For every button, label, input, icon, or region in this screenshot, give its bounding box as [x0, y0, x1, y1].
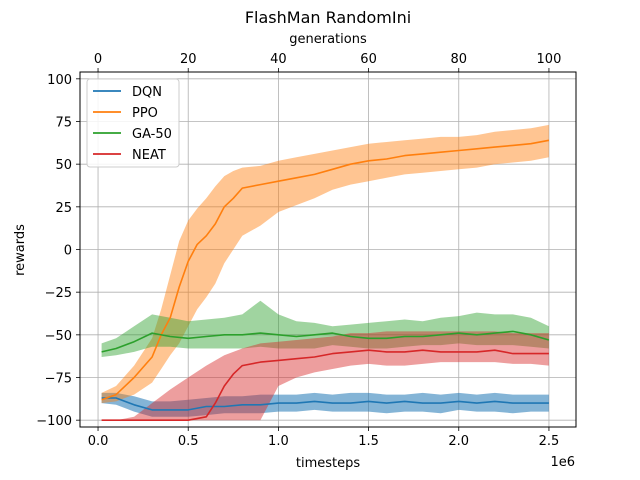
legend-label-dqn: DQN [132, 85, 162, 100]
x-axis-multiplier: 1e6 [550, 455, 575, 470]
legend-label-ppo: PPO [132, 106, 158, 121]
band-ppo [101, 124, 549, 404]
line-ppo [101, 139, 550, 401]
y-tick-label: −25 [45, 286, 72, 301]
top-x-tick-label: 60 [360, 52, 377, 67]
band-neat [101, 331, 549, 421]
line-neat [101, 349, 549, 422]
top-x-axis-ticks: 0 20 40 60 80 100 [94, 52, 561, 72]
y-tick-label: 75 [55, 115, 72, 130]
legend: DQN PPO GA-50 NEAT [86, 78, 180, 168]
y-axis-label: rewards [13, 224, 28, 276]
confidence-bands [101, 124, 549, 421]
band-ga-50 [101, 300, 549, 357]
legend-label-ga-50: GA-50 [132, 127, 172, 142]
chart-title: FlashMan RandomIni [245, 8, 411, 27]
top-x-tick-label: 40 [270, 52, 287, 67]
y-tick-label: −75 [45, 372, 72, 387]
y-tick-label: 50 [55, 158, 72, 173]
y-tick-label: 0 [64, 244, 72, 259]
y-tick-label: 100 [47, 73, 72, 88]
line-dqn [101, 397, 549, 411]
x-axis-ticks: 0.0 0.5 1.0 1.5 2.0 2.5 [88, 427, 560, 449]
top-x-tick-label: 0 [94, 52, 102, 67]
top-x-tick-label: 100 [537, 52, 562, 67]
legend-label-neat: NEAT [132, 148, 166, 163]
y-tick-label: 25 [55, 201, 72, 216]
band-dqn [101, 392, 549, 417]
x-tick-label: 2.5 [539, 434, 560, 449]
y-tick-label: −100 [36, 414, 72, 429]
x-tick-label: 0.5 [178, 434, 199, 449]
top-x-tick-label: 20 [180, 52, 197, 67]
x-tick-label: 1.5 [358, 434, 379, 449]
x-tick-label: 0.0 [88, 434, 109, 449]
line-ga-50 [101, 330, 550, 353]
top-x-axis-label: generations [289, 32, 367, 47]
legend-box [86, 78, 180, 168]
top-x-tick-label: 80 [450, 52, 467, 67]
x-tick-label: 2.0 [448, 434, 469, 449]
series-lines [101, 139, 550, 422]
x-axis-label: timesteps [296, 456, 360, 471]
y-axis-ticks: −100 −75 −50 −25 0 25 50 75 100 [36, 73, 80, 429]
y-tick-label: −50 [45, 329, 72, 344]
x-tick-label: 1.0 [268, 434, 289, 449]
